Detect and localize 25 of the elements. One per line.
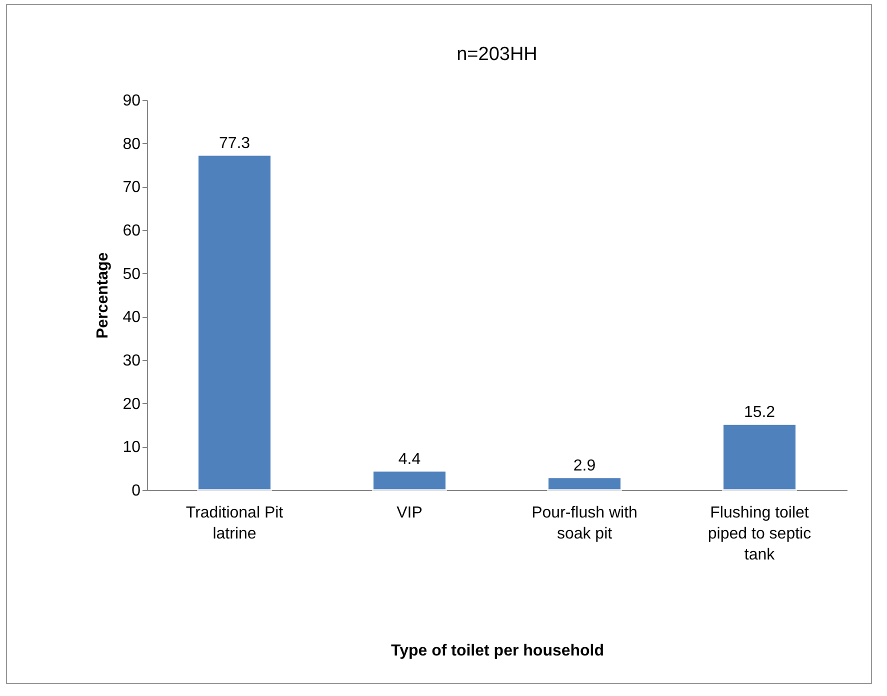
y-tick-label: 70 <box>122 179 141 196</box>
x-tick-label: Traditional Pit latrine <box>186 504 284 542</box>
y-tick-label: 60 <box>122 222 141 240</box>
data-label: 2.9 <box>573 457 596 474</box>
x-axis-title: Type of toilet per household <box>390 642 604 660</box>
bar <box>197 154 272 491</box>
chart-title: n=203HH <box>456 44 538 65</box>
y-tick-label: 0 <box>132 482 141 500</box>
y-axis-title: Percentage <box>94 252 112 339</box>
x-tick-label: Flushing toilet piped to septic tank <box>708 504 812 564</box>
y-tick-label: 20 <box>122 396 141 413</box>
y-tick-label: 90 <box>122 92 141 110</box>
bar <box>722 423 797 491</box>
x-tick-label: Pour-flush with soak pit <box>532 504 638 542</box>
x-tick-label: VIP <box>396 504 422 522</box>
y-tick-label: 10 <box>122 439 141 456</box>
data-label: 4.4 <box>398 450 421 468</box>
y-tick-label: 80 <box>122 136 141 153</box>
bar <box>547 476 622 491</box>
bar <box>372 470 447 491</box>
data-label: 15.2 <box>744 404 776 422</box>
data-label: 77.3 <box>218 135 250 152</box>
y-tick-label: 30 <box>122 352 141 370</box>
y-tick-label: 50 <box>122 266 141 283</box>
y-tick-label: 40 <box>122 309 141 326</box>
